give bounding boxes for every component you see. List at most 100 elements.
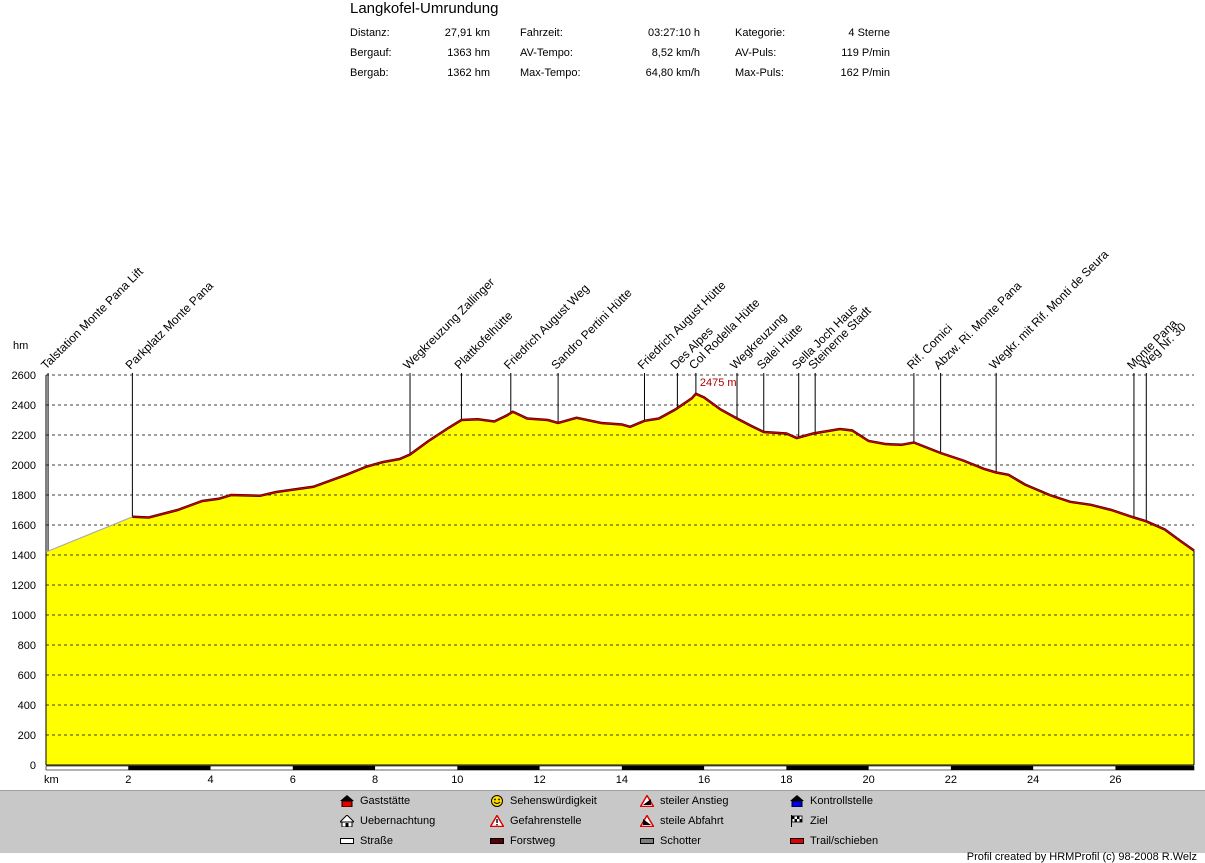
checkpoint-icon — [790, 795, 804, 808]
stat-value-av-puls: 119 P/min — [841, 47, 890, 59]
legend-label: Ziel — [810, 815, 828, 827]
x-tick-label: 6 — [290, 774, 296, 786]
legend-item-kontrollstelle: Kontrollstelle — [790, 793, 873, 809]
house-red-icon — [340, 795, 354, 808]
profile-line — [132, 393, 1195, 551]
y-tick-label: 1200 — [12, 580, 36, 592]
stat-value-max-puls: 162 P/min — [840, 67, 890, 79]
stat-label-bergauf: Bergauf: — [350, 47, 392, 59]
y-tick-label: 0 — [30, 760, 36, 772]
legend-label: Straße — [360, 835, 394, 847]
stat-label-av-puls: AV-Puls: — [735, 47, 777, 59]
stat-value-distanz: 27,91 km — [444, 27, 490, 39]
y-tick-label: 400 — [18, 700, 36, 712]
stat-value-av-tempo: 8,52 km/h — [651, 47, 700, 59]
legend-label: Gefahrenstelle — [510, 815, 582, 827]
stat-label-av-tempo: AV-Tempo: — [520, 47, 573, 59]
y-tick-label: 1400 — [12, 550, 36, 562]
x-tick-label: 20 — [863, 774, 875, 786]
surface-segment — [621, 766, 705, 770]
chart-title: Langkofel-Umrundung — [350, 0, 499, 17]
x-tick-label: 12 — [533, 774, 545, 786]
y-tick-label: 2000 — [12, 460, 36, 472]
stat-label-max-tempo: Max-Tempo: — [520, 67, 581, 79]
surface-segment — [292, 766, 376, 770]
legend-item-gaststaette: Gaststätte — [340, 793, 410, 809]
y-tick-label: 1000 — [12, 610, 36, 622]
legend-label: Uebernachtung — [360, 815, 436, 827]
legend-label: Trail/schieben — [810, 835, 879, 847]
x-tick-label: 4 — [207, 774, 213, 786]
legend-label: steiler Anstieg — [660, 795, 729, 807]
stat-label-kategorie: Kategorie: — [735, 27, 786, 39]
elevation-chart: 0200400600800100012001400160018002000220… — [12, 247, 1195, 786]
stat-value-bergauf: 1363 hm — [447, 47, 490, 59]
waypoint-label: Parkplatz Monte Pana — [123, 279, 217, 373]
surface-segment — [128, 766, 211, 770]
max-elevation-label: 2475 m — [700, 377, 737, 389]
legend-item-gefahrenstelle: Gefahrenstelle — [489, 813, 582, 829]
legend-item-schotter: Schotter — [640, 833, 701, 849]
y-tick-label: 200 — [18, 730, 36, 742]
x-tick-label: 14 — [616, 774, 628, 786]
x-tick-label: 10 — [451, 774, 463, 786]
waypoint-label: Wegkreuzung Zallinger — [400, 275, 497, 372]
smiley-icon — [490, 795, 504, 808]
hut-icon — [338, 814, 356, 828]
x-tick-label: 2 — [125, 774, 131, 786]
legend-item-steile-abfahrt: steile Abfahrt — [639, 813, 724, 829]
waypoint-label: Friedrich August Weg — [501, 281, 592, 372]
stat-value-kategorie: 4 Sterne — [848, 27, 890, 39]
x-tick-label: 24 — [1027, 774, 1039, 786]
y-tick-label: 600 — [18, 670, 36, 682]
legend-item-strasse: Straße — [340, 833, 393, 849]
legend-item-ziel: Ziel — [790, 813, 828, 829]
legend-item-forstweg: Forstweg — [490, 833, 555, 849]
legend: Gaststätte Uebernachtung Straße Sehenswü… — [0, 790, 1205, 853]
legend-item-steiler-anstieg: steiler Anstieg — [639, 793, 729, 809]
road-swatch — [340, 835, 354, 847]
surface-segment — [457, 766, 540, 770]
legend-label: Gaststätte — [360, 795, 411, 807]
stat-label-distanz: Distanz: — [350, 27, 390, 39]
y-axis-label: hm — [13, 340, 28, 352]
surface-segment — [786, 766, 869, 770]
surface-segment — [1115, 766, 1194, 770]
elevation-area — [46, 393, 1194, 765]
waypoint-label: Wegkr. mit Rif. Monti de Seura — [986, 247, 1111, 372]
y-tick-label: 2600 — [12, 370, 36, 382]
legend-label: Schotter — [660, 835, 701, 847]
legend-label: steile Abfahrt — [660, 815, 724, 827]
x-tick-label: 26 — [1109, 774, 1121, 786]
x-axis-label: km — [44, 774, 59, 786]
y-tick-label: 800 — [18, 640, 36, 652]
legend-label: Forstweg — [510, 835, 556, 847]
x-tick-label: 8 — [372, 774, 378, 786]
stat-label-fahrzeit: Fahrzeit: — [520, 27, 563, 39]
x-tick-label: 22 — [945, 774, 957, 786]
legend-label: Sehenswürdigkeit — [510, 795, 597, 807]
warning-icon — [489, 814, 505, 828]
stat-label-max-puls: Max-Puls: — [735, 67, 784, 79]
y-tick-label: 2200 — [12, 430, 36, 442]
surface-segment — [950, 766, 1034, 770]
forest-road-swatch — [490, 835, 504, 847]
trail-swatch — [790, 835, 804, 847]
stat-label-bergab: Bergab: — [350, 67, 389, 79]
stat-value-max-tempo: 64,80 km/h — [645, 67, 700, 79]
legend-item-uebernachtung: Uebernachtung — [338, 813, 436, 829]
x-tick-label: 16 — [698, 774, 710, 786]
legend-item-trail: Trail/schieben — [790, 833, 878, 849]
y-tick-label: 1600 — [12, 520, 36, 532]
y-tick-label: 1800 — [12, 490, 36, 502]
y-tick-label: 2400 — [12, 400, 36, 412]
legend-item-sehenswuerdigkeit: Sehenswürdigkeit — [490, 793, 597, 809]
legend-label: Kontrollstelle — [810, 795, 873, 807]
steep-descent-icon — [639, 814, 655, 828]
waypoint-label: Sandro Pertini Hütte — [548, 286, 635, 373]
finish-flag-icon — [790, 815, 804, 828]
x-tick-label: 18 — [780, 774, 792, 786]
stat-value-bergab: 1362 hm — [447, 67, 490, 79]
steep-ascent-icon — [639, 794, 655, 808]
footer-credit: Profil created by HRMProfil (c) 98-2008 … — [966, 851, 1197, 863]
